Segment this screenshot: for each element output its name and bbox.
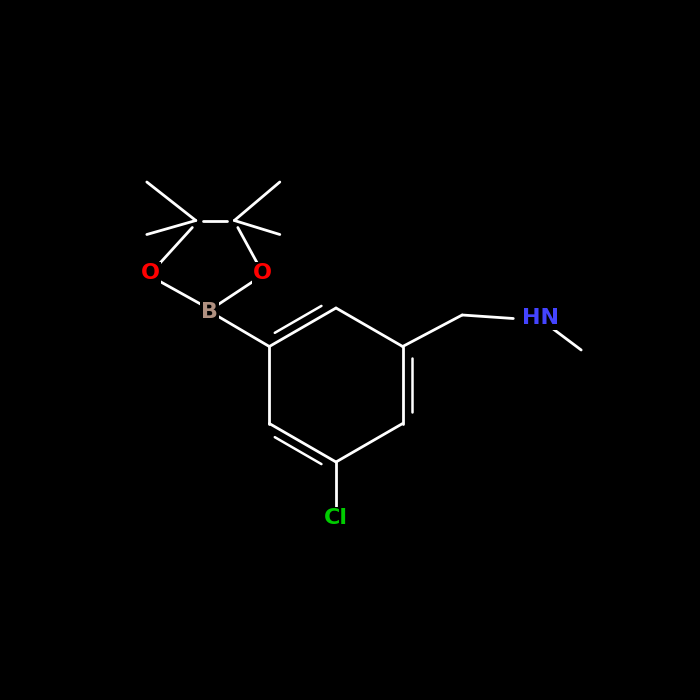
Text: O: O [253,263,272,283]
Text: B: B [202,302,218,321]
Text: Cl: Cl [324,508,348,528]
Text: O: O [141,263,160,283]
Text: HN: HN [522,309,559,328]
